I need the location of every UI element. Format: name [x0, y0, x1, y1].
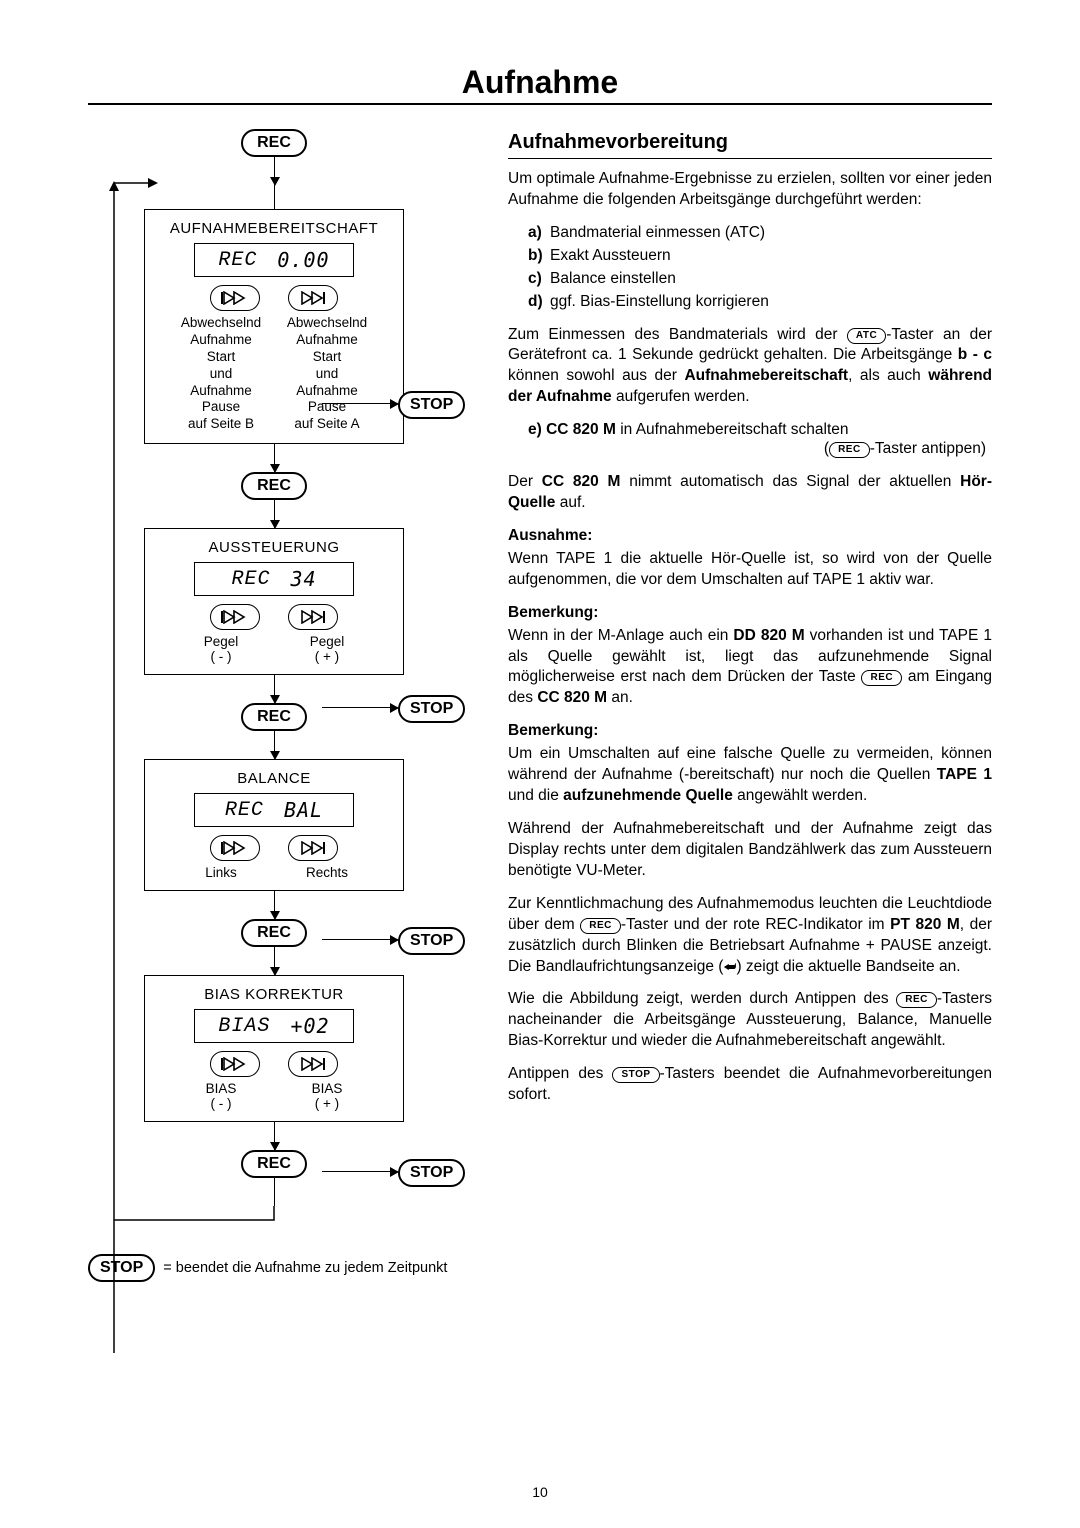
- prev-track-icon: [210, 1051, 260, 1077]
- stage2-disp-right: 34: [290, 567, 316, 591]
- stage-bias: BIAS KORREKTUR BIAS +02 BIAS( - ) BIAS( …: [144, 975, 404, 1122]
- stage1-disp-right: 0.00: [277, 248, 329, 272]
- ausnahme-text: Wenn TAPE 1 die aktuelle Hör-Quelle ist,…: [508, 549, 992, 591]
- item-e-sub: (REC-Taster antippen): [508, 439, 992, 460]
- rec-badge-icon: REC: [896, 992, 937, 1008]
- stage1-label-right: AbwechselndAufnahme StartundAufnahme Pau…: [282, 315, 372, 433]
- para-auto: Der CC 820 M nimmt automatisch das Signa…: [508, 472, 992, 514]
- bemerkung2-text: Um ein Umschalten auf eine falsche Quell…: [508, 744, 992, 807]
- prev-track-icon: [210, 835, 260, 861]
- stop-badge-icon: STOP: [612, 1067, 659, 1083]
- para-led: Zur Kenntlichmachung des Aufnahmemodus l…: [508, 894, 992, 978]
- stage4-disp-left: BIAS: [218, 1015, 270, 1038]
- prev-track-icon: [210, 604, 260, 630]
- prep-list: a)Bandmaterial einmessen (ATC) b)Exakt A…: [508, 223, 992, 313]
- loopback-line: [104, 1206, 404, 1236]
- flow-footnote: STOP = beendet die Aufnahme zu jedem Zei…: [88, 1254, 468, 1282]
- stage2-title: AUSSTEUERUNG: [157, 539, 391, 556]
- intro-paragraph: Um optimale Aufnahme-Ergebnisse zu erzie…: [508, 169, 992, 211]
- rec-badge-icon: REC: [580, 918, 621, 934]
- stage4-label-right: BIAS( + ): [282, 1081, 372, 1111]
- stage3-label-right: Rechts: [282, 865, 372, 880]
- section-title: Aufnahmevorbereitung: [508, 129, 992, 156]
- stage2-display: REC 34: [194, 562, 354, 596]
- prev-track-icon: [210, 285, 260, 311]
- stage4-label-left: BIAS( - ): [176, 1081, 266, 1111]
- flow-rec-4: REC: [241, 919, 307, 947]
- stage2-disp-left: REC: [231, 568, 270, 591]
- item-e: e) CC 820 M in Aufnahmebereitschaft scha…: [508, 420, 992, 441]
- stage4-display: BIAS +02: [194, 1009, 354, 1043]
- flow-rec-5: REC: [241, 1150, 307, 1178]
- stage2-label-right: Pegel( + ): [282, 634, 372, 664]
- stage3-disp-right: BAL: [284, 798, 323, 822]
- footnote-text: = beendet die Aufnahme zu jedem Zeitpunk…: [163, 1260, 447, 1276]
- title-rule: [88, 103, 992, 105]
- stage4-title: BIAS KORREKTUR: [157, 986, 391, 1003]
- para-einmessen: Zum Einmessen des Bandmaterials wird der…: [508, 325, 992, 409]
- stage-balance: BALANCE REC BAL Links Rechts: [144, 759, 404, 891]
- rec-badge-icon: REC: [861, 670, 902, 686]
- flow-rec-1: REC: [241, 129, 307, 157]
- flow-stop-2: STOP: [398, 695, 465, 723]
- stage1-title: AUFNAHMEBEREITSCHAFT: [157, 220, 391, 237]
- flow-rec-2: REC: [241, 472, 307, 500]
- flow-stop-4: STOP: [398, 1159, 465, 1187]
- page-number: 10: [0, 1484, 1080, 1500]
- stage3-disp-left: REC: [225, 799, 264, 822]
- next-track-icon: [288, 835, 338, 861]
- stage4-disp-right: +02: [290, 1014, 329, 1038]
- para-stop: Antippen des STOP-Tasters beendet die Au…: [508, 1064, 992, 1106]
- loop-top-line: [102, 177, 158, 189]
- para-abbildung: Wie die Abbildung zeigt, werden durch An…: [508, 989, 992, 1052]
- section-rule: [508, 158, 992, 159]
- stage3-label-left: Links: [176, 865, 266, 880]
- stage3-display: REC BAL: [194, 793, 354, 827]
- ausnahme-heading: Ausnahme:: [508, 526, 992, 547]
- text-column: Aufnahmevorbereitung Um optimale Aufnahm…: [508, 129, 992, 1282]
- prep-item-c: c)Balance einstellen: [528, 269, 992, 290]
- stage1-display: REC 0.00: [194, 243, 354, 277]
- stage1-disp-left: REC: [218, 249, 257, 272]
- flow-stop-3: STOP: [398, 927, 465, 955]
- next-track-icon: [288, 604, 338, 630]
- next-track-icon: [288, 1051, 338, 1077]
- bemerkung1-text: Wenn in der M-Anlage auch ein DD 820 M v…: [508, 626, 992, 710]
- stage-aussteuerung: AUSSTEUERUNG REC 34 Pegel( - ) Pegel( + …: [144, 528, 404, 675]
- prep-item-d: d)ggf. Bias-Einstellung korrigieren: [528, 292, 992, 313]
- loop-vertical-line: [102, 181, 122, 1359]
- stage3-title: BALANCE: [157, 770, 391, 787]
- bemerkung2-heading: Bemerkung:: [508, 721, 992, 742]
- prep-item-b: b)Exakt Aussteuern: [528, 246, 992, 267]
- prep-item-a: a)Bandmaterial einmessen (ATC): [528, 223, 992, 244]
- stage-aufnahmebereitschaft: AUFNAHMEBEREITSCHAFT REC 0.00 Abwechseln…: [144, 209, 404, 444]
- flowchart: REC AUFNAHMEBEREITSCHAFT REC 0.00: [88, 129, 468, 1282]
- para-vu: Während der Aufnahmebereitschaft und der…: [508, 819, 992, 882]
- flow-rec-3: REC: [241, 703, 307, 731]
- flow-stop-1: STOP: [398, 391, 465, 419]
- atc-badge-icon: ATC: [847, 328, 886, 344]
- direction-arrow-icon: ⮨: [723, 957, 736, 976]
- page-title: Aufnahme: [88, 64, 992, 101]
- stage2-label-left: Pegel( - ): [176, 634, 266, 664]
- next-track-icon: [288, 285, 338, 311]
- rec-badge-icon: REC: [829, 442, 870, 458]
- bemerkung1-heading: Bemerkung:: [508, 603, 992, 624]
- stage1-label-left: AbwechselndAufnahme StartundAufnahme Pau…: [176, 315, 266, 433]
